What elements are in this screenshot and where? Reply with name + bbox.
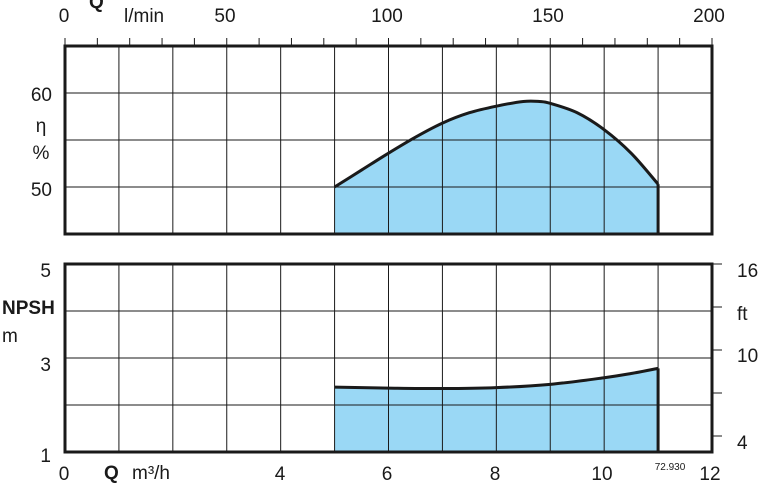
npsh-ft-unit: ft bbox=[737, 304, 748, 325]
bottom-tick-label: 4 bbox=[275, 464, 286, 485]
npsh-panel: 5 3 1 NPSH m 16 10 4 ft 0 4 6 8 10 12 Q … bbox=[2, 261, 758, 485]
efficiency-panel: 0 50 100 150 200 Q l/min 60 50 η % bbox=[31, 0, 725, 236]
npsh-axis-ticks bbox=[712, 263, 722, 437]
npsh-ft-tick-label: 10 bbox=[737, 346, 758, 367]
bottom-tick-label: 10 bbox=[591, 464, 612, 485]
figure-code: 72.930 bbox=[655, 462, 686, 473]
efficiency-grid bbox=[64, 38, 713, 234]
efficiency-frame bbox=[63, 44, 714, 236]
bottom-tick-label: 12 bbox=[699, 464, 720, 485]
top-tick-label: 50 bbox=[214, 6, 235, 27]
npsh-axis-label: NPSH bbox=[2, 298, 55, 319]
top-axis-unit: l/min bbox=[124, 6, 164, 27]
bottom-tick-label: 0 bbox=[59, 464, 70, 485]
top-tick-label: 100 bbox=[371, 6, 403, 27]
bottom-tick-label: 8 bbox=[490, 464, 501, 485]
npsh-axis-unit: m bbox=[2, 326, 18, 347]
npsh-m-tick-label: 3 bbox=[40, 355, 51, 376]
eff-axis-symbol: η bbox=[36, 116, 47, 137]
top-tick-label: 200 bbox=[693, 6, 725, 27]
efficiency-curve bbox=[333, 99, 660, 189]
npsh-grid bbox=[65, 264, 712, 452]
eff-axis-unit: % bbox=[33, 143, 50, 164]
eff-tick-label: 50 bbox=[31, 180, 52, 201]
npsh-ft-tick-label: 16 bbox=[737, 261, 758, 282]
eff-tick-label: 60 bbox=[31, 85, 52, 106]
bottom-axis-unit: m³/h bbox=[132, 463, 170, 484]
npsh-frame bbox=[63, 262, 714, 454]
npsh-ft-tick-label: 4 bbox=[737, 433, 748, 454]
bottom-axis-symbol: Q bbox=[104, 463, 119, 484]
npsh-curve bbox=[334, 366, 659, 391]
npsh-m-tick-label: 5 bbox=[40, 261, 51, 282]
top-axis-symbol: Q bbox=[89, 0, 104, 13]
npsh-m-tick-label: 1 bbox=[40, 446, 51, 467]
bottom-tick-label: 6 bbox=[382, 464, 393, 485]
top-tick-label: 0 bbox=[59, 6, 70, 27]
top-tick-label: 150 bbox=[532, 6, 564, 27]
